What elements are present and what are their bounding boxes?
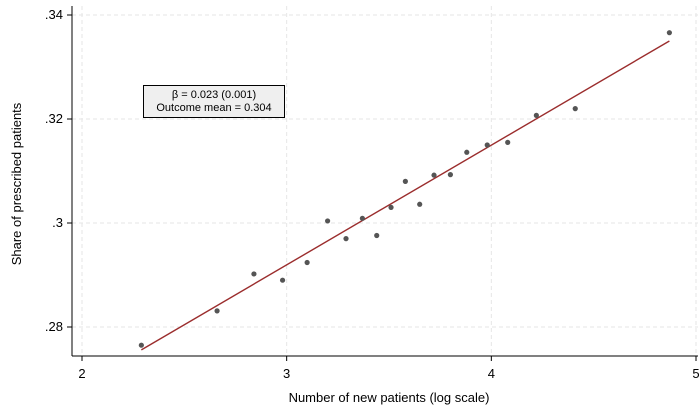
fit-line — [140, 40, 670, 351]
tick-labels: .28 .3 .32 .34 2 3 4 5 — [45, 7, 699, 381]
data-point — [666, 30, 672, 36]
annotation-box: β = 0.023 (0.001) Outcome mean = 0.304 — [143, 85, 285, 118]
grid-lines — [72, 6, 698, 356]
data-point — [402, 178, 408, 184]
y-axis-label: Share of prescribed patients — [9, 102, 24, 265]
data-point — [325, 218, 331, 224]
data-points — [138, 30, 672, 348]
data-point — [388, 204, 394, 210]
data-point — [572, 106, 578, 112]
axes — [67, 6, 698, 361]
data-point — [447, 172, 453, 178]
annotation-outcome-mean: Outcome mean = 0.304 — [156, 102, 272, 114]
x-tick-label: 5 — [692, 366, 699, 381]
data-point — [533, 112, 539, 118]
data-point — [138, 342, 144, 348]
y-tick-label: .32 — [45, 111, 63, 126]
y-tick-label: .3 — [52, 215, 63, 230]
data-point — [464, 149, 470, 155]
data-point — [304, 259, 310, 266]
data-point — [431, 172, 437, 178]
data-point — [343, 236, 349, 242]
x-tick-label: 2 — [78, 366, 85, 381]
data-point — [484, 142, 490, 148]
data-point — [359, 215, 365, 221]
data-point — [214, 308, 220, 314]
x-tick-label: 4 — [488, 366, 495, 381]
x-tick-label: 3 — [283, 366, 290, 381]
x-axis-label: Number of new patients (log scale) — [289, 390, 490, 405]
data-point — [279, 277, 286, 283]
data-point — [505, 139, 511, 145]
data-point — [374, 232, 380, 239]
annotation-beta: β = 0.023 (0.001) — [171, 89, 257, 101]
y-tick-label: .34 — [45, 7, 63, 22]
fit-line-layer — [140, 40, 670, 351]
data-point — [417, 201, 423, 207]
y-tick-label: .28 — [45, 319, 63, 334]
data-point — [251, 271, 257, 277]
